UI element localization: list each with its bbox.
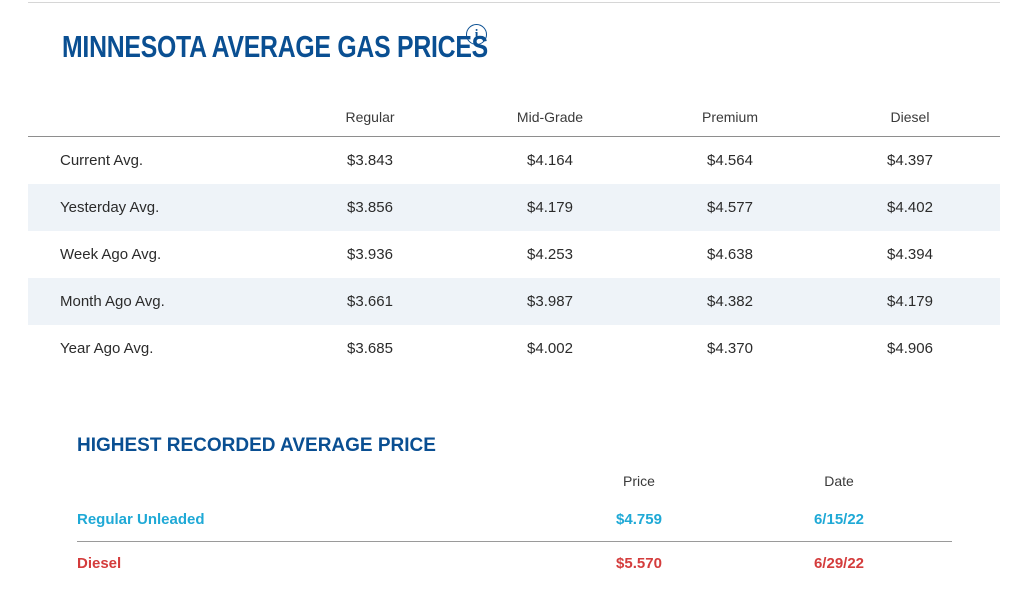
- price-cell: $4.002: [527, 340, 573, 357]
- row-label: Month Ago Avg.: [60, 293, 165, 310]
- page-title: MINNESOTA AVERAGE GAS PRICES: [62, 29, 488, 64]
- price-cell: $3.936: [347, 246, 393, 263]
- table-row: Current Avg. $3.843 $4.164 $4.564 $4.397: [28, 137, 1000, 184]
- price-cell: $3.685: [347, 340, 393, 357]
- price-cell: $4.638: [707, 246, 753, 263]
- price-cell: $4.253: [527, 246, 573, 263]
- price-cell: $4.402: [887, 199, 933, 216]
- row-label: Week Ago Avg.: [60, 246, 162, 263]
- table-header: Regular Mid-Grade Premium Diesel: [28, 98, 1000, 137]
- price-cell: $4.564: [707, 152, 753, 169]
- column-header-mid-grade: Mid-Grade: [516, 109, 584, 125]
- row-label: Current Avg.: [60, 152, 144, 169]
- price-cell: $3.856: [347, 199, 393, 216]
- column-header-date: Date: [824, 473, 854, 489]
- highest-row-diesel: Diesel $5.570 6/29/22: [77, 541, 952, 585]
- highest-row-regular-unleaded: Regular Unleaded $4.759 6/15/22: [77, 497, 952, 541]
- fuel-label: Regular Unleaded: [77, 510, 205, 528]
- price-cell: $4.179: [527, 199, 573, 216]
- table-header: Price Date: [77, 465, 952, 497]
- price-cell: $4.370: [707, 340, 753, 357]
- column-header-diesel: Diesel: [890, 109, 930, 125]
- record-date: 6/29/22: [813, 555, 865, 572]
- column-header-regular: Regular: [345, 109, 395, 125]
- record-date: 6/15/22: [813, 510, 865, 528]
- price-cell: $4.394: [887, 246, 933, 263]
- price-cell: $4.164: [527, 152, 573, 169]
- price-cell: $3.661: [347, 293, 393, 310]
- info-icon[interactable]: i: [466, 24, 487, 45]
- record-price: $4.759: [616, 510, 662, 528]
- highest-recorded-table: Price Date Regular Unleaded $4.759 6/15/…: [77, 465, 952, 585]
- column-header-premium: Premium: [701, 109, 758, 125]
- price-cell: $3.843: [347, 152, 393, 169]
- price-cell: $4.382: [707, 293, 753, 310]
- table-row: Month Ago Avg. $3.661 $3.987 $4.382 $4.1…: [28, 278, 1000, 325]
- fuel-label: Diesel: [77, 555, 122, 572]
- price-cell: $4.397: [887, 152, 933, 169]
- price-cell: $3.987: [527, 293, 573, 310]
- highest-recorded-title: HIGHEST RECORDED AVERAGE PRICE: [77, 435, 436, 456]
- row-label: Yesterday Avg.: [60, 199, 160, 216]
- table-row: Yesterday Avg. $3.856 $4.179 $4.577 $4.4…: [28, 184, 1000, 231]
- price-cell: $4.577: [707, 199, 753, 216]
- table-row: Year Ago Avg. $3.685 $4.002 $4.370 $4.90…: [28, 325, 1000, 372]
- record-price: $5.570: [616, 555, 662, 572]
- average-prices-table: Regular Mid-Grade Premium Diesel Current…: [28, 98, 1000, 372]
- price-cell: $4.179: [887, 293, 933, 310]
- table-row: Week Ago Avg. $3.936 $4.253 $4.638 $4.39…: [28, 231, 1000, 278]
- row-label: Year Ago Avg.: [60, 340, 154, 357]
- column-header-price: Price: [623, 473, 655, 489]
- price-cell: $4.906: [887, 340, 933, 357]
- top-divider: [28, 2, 1000, 3]
